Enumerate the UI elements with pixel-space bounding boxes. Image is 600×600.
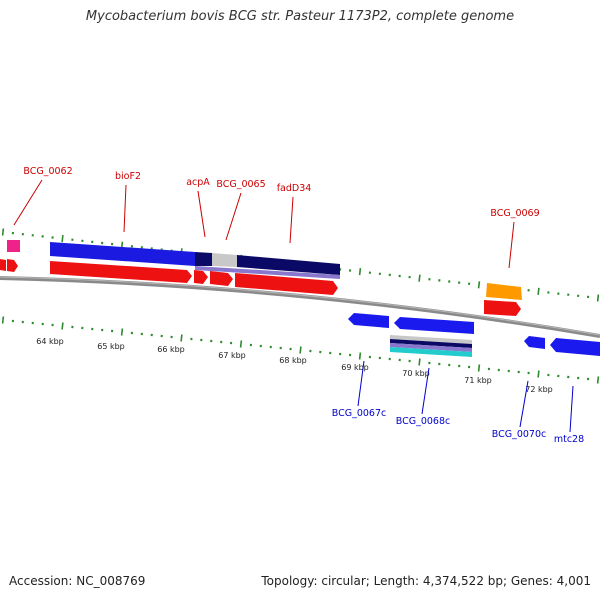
lower-tick-mark bbox=[537, 370, 540, 378]
lower-tick-mark bbox=[180, 334, 183, 342]
gene-label-leader bbox=[519, 380, 529, 428]
gene-bar-bcg-0065 bbox=[212, 253, 237, 267]
gene-label-leader bbox=[569, 385, 574, 433]
upper-tick-mark bbox=[418, 274, 421, 282]
cds-arrow-forward bbox=[7, 259, 18, 272]
feature-track bbox=[0, 240, 600, 357]
scale-label: 67 kbp bbox=[218, 351, 246, 360]
genome-summary-text: Topology: circular; Length: 4,374,522 bp… bbox=[261, 574, 591, 588]
map-title: Mycobacterium bovis BCG str. Pasteur 117… bbox=[85, 9, 515, 24]
scale-label: 64 kbp bbox=[36, 337, 64, 346]
scale-label: 70 kbp bbox=[402, 369, 430, 378]
upper-tick-mark bbox=[1, 228, 5, 236]
upper-tick-mark bbox=[358, 268, 362, 276]
gene-label-reverse: BCG_0067c bbox=[332, 408, 387, 419]
gene-label-reverse: BCG_0070c bbox=[492, 429, 547, 440]
scale-label: 66 kbp bbox=[157, 345, 185, 354]
upper-tick-mark bbox=[477, 281, 481, 289]
scale-label: 72 kbp bbox=[525, 385, 553, 394]
gene-label-leader bbox=[357, 360, 365, 407]
gene-label-forward: BCG_0065 bbox=[216, 179, 265, 190]
gene-label-group: BCG_0062 bioF2 acpA BCG_0065 fadD34 BCG_0069 B… bbox=[13, 166, 584, 445]
feature-cyan-bar bbox=[390, 347, 472, 357]
gene-label-forward: bioF2 bbox=[115, 171, 141, 182]
gene-label-forward: BCG_0062 bbox=[23, 166, 72, 177]
genome-backbone bbox=[0, 276, 600, 338]
cds-arrow-reverse bbox=[394, 317, 474, 334]
lower-tick-mark bbox=[61, 322, 64, 330]
lower-tick-mark bbox=[596, 376, 600, 384]
lower-tick-mark bbox=[120, 328, 124, 336]
gene-label-leader bbox=[421, 367, 430, 415]
feature-grey-bar bbox=[390, 335, 472, 344]
scale-label-group: 64 kbp 65 kbp 66 kbp 67 kbp 68 kbp 69 kbp 70 k… bbox=[36, 337, 553, 394]
cds-arrow-forward bbox=[0, 259, 6, 271]
lower-tick-mark bbox=[477, 364, 481, 372]
gene-label-reverse: BCG_0068c bbox=[396, 416, 451, 427]
lower-tick-mark bbox=[1, 316, 5, 324]
gene-label-leader bbox=[289, 196, 294, 244]
upper-tick-mark bbox=[61, 235, 64, 243]
cds-arrow-forward bbox=[484, 300, 521, 316]
scale-label: 71 kbp bbox=[464, 376, 492, 385]
upper-tick-mark bbox=[537, 287, 540, 295]
gene-label-leader bbox=[197, 190, 206, 238]
cds-arrow-reverse bbox=[550, 338, 600, 356]
upper-tick-mark bbox=[596, 294, 600, 302]
gene-bar-biof2 bbox=[50, 242, 195, 266]
scale-label: 68 kbp bbox=[279, 356, 307, 365]
feature-navy-bar bbox=[390, 339, 472, 348]
gene-label-leader bbox=[508, 221, 515, 269]
lower-tick-mark bbox=[418, 358, 421, 366]
scale-label: 69 kbp bbox=[341, 363, 369, 372]
lower-tick-mark bbox=[358, 352, 362, 360]
feature-lavender-bar bbox=[390, 343, 472, 352]
cds-arrow-reverse bbox=[348, 313, 389, 328]
gene-label-leader bbox=[13, 179, 43, 226]
lower-tick-track bbox=[1, 316, 600, 384]
gene-label-forward: acpA bbox=[186, 177, 210, 188]
scale-label: 65 kbp bbox=[97, 342, 125, 351]
gene-label-forward: BCG_0069 bbox=[490, 208, 539, 219]
genome-backbone-highlight bbox=[0, 276, 600, 336]
gene-label-leader bbox=[225, 192, 242, 241]
cds-arrow-forward bbox=[50, 261, 192, 283]
lower-tick-mark bbox=[239, 340, 243, 348]
gene-bar-shadow bbox=[195, 266, 340, 279]
gene-bar-fadd34 bbox=[237, 255, 340, 275]
gene-label-forward: fadD34 bbox=[277, 183, 312, 194]
gene-label-leader bbox=[123, 184, 127, 233]
gene-bar-acpa bbox=[195, 252, 212, 266]
cds-arrow-forward bbox=[210, 271, 233, 286]
cds-arrow-reverse bbox=[524, 336, 545, 349]
cds-arrow-forward bbox=[194, 270, 208, 284]
lower-tick-mark bbox=[299, 346, 302, 354]
accession-text: Accession: NC_008769 bbox=[9, 574, 146, 588]
feature-pink bbox=[7, 240, 20, 252]
cds-arrow-forward bbox=[235, 273, 338, 295]
gene-label-reverse: mtc28 bbox=[554, 434, 584, 445]
backbone-group bbox=[0, 276, 600, 338]
feature-orange bbox=[486, 283, 522, 300]
